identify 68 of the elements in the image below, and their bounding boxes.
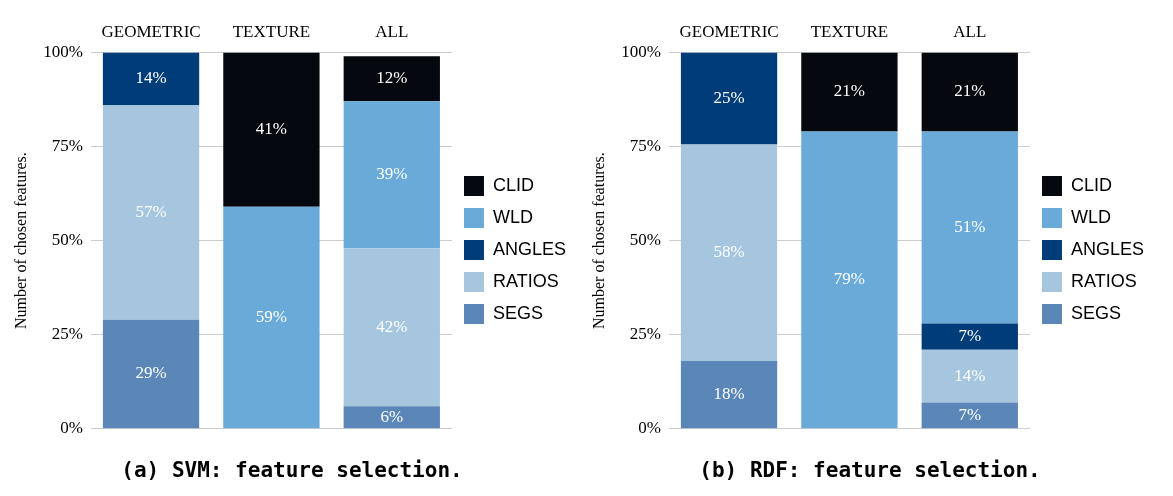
data-label: 58% — [713, 242, 745, 262]
data-label: 25% — [713, 87, 745, 107]
legend-label: CLID — [1070, 174, 1112, 195]
bar — [223, 52, 320, 207]
data-label: 42% — [376, 316, 408, 336]
data-label: 29% — [135, 363, 167, 383]
y-tick-label: 25% — [629, 324, 661, 344]
data-label: 79% — [833, 269, 865, 289]
y-tick-label: 0% — [60, 418, 83, 438]
bar — [102, 105, 200, 320]
bar — [343, 101, 440, 249]
data-label: 18% — [713, 384, 745, 404]
bar — [680, 144, 778, 362]
data-label: 7% — [958, 404, 982, 424]
data-label: 57% — [135, 201, 167, 221]
data-label: 7% — [958, 326, 982, 346]
legend-label: ANGLES — [1070, 238, 1144, 259]
y-tick-label: 25% — [51, 324, 83, 344]
bar — [102, 52, 200, 106]
y-tick-label: 50% — [51, 230, 83, 250]
x-tick-label: GEOMETRIC — [679, 21, 779, 41]
x-tick-label: TEXTURE — [810, 21, 889, 41]
bar — [343, 248, 440, 407]
x-tick-label: GEOMETRIC — [101, 21, 201, 41]
legend-label: WLD — [1070, 206, 1111, 227]
data-label: 39% — [376, 164, 408, 184]
legend-label: CLID — [492, 174, 534, 195]
bar — [223, 206, 320, 429]
y-tick-label: 0% — [638, 418, 661, 438]
bar — [801, 52, 898, 132]
bar — [921, 349, 1018, 403]
x-tick-label: TEXTURE — [232, 21, 311, 41]
legend-label: RATIOS — [492, 270, 559, 291]
bar — [921, 131, 1018, 324]
y-axis-title: Number of chosen features. — [11, 152, 29, 330]
legend-label: WLD — [492, 206, 533, 227]
bar — [921, 323, 1018, 350]
text: (b) RDF: feature selection. — [699, 457, 1041, 482]
data-label: 12% — [376, 68, 408, 88]
bar — [343, 56, 440, 102]
data-label: 14% — [954, 365, 986, 385]
bar — [921, 402, 1018, 429]
bar — [921, 52, 1018, 132]
y-tick-label: 50% — [629, 230, 661, 250]
data-label: 6% — [380, 406, 404, 426]
x-tick-label: ALL — [953, 21, 987, 41]
legend-label: ANGLES — [492, 238, 566, 259]
y-tick-label: 75% — [629, 135, 661, 155]
data-label: 21% — [954, 81, 986, 101]
bar — [680, 361, 778, 429]
bar — [343, 406, 440, 429]
data-label: 41% — [255, 119, 287, 139]
legend-label: RATIOS — [1070, 270, 1137, 291]
text: (a) SVM: feature selection. — [121, 457, 463, 482]
legend-label: SEGS — [1070, 302, 1121, 323]
bar — [801, 131, 898, 429]
y-tick-label: 100% — [621, 41, 661, 61]
y-tick-label: 75% — [51, 135, 83, 155]
legend-label: SEGS — [492, 302, 543, 323]
data-label: 51% — [954, 216, 986, 236]
bar — [102, 319, 200, 429]
bar — [680, 52, 778, 145]
y-tick-label: 100% — [43, 41, 83, 61]
x-tick-label: ALL — [375, 21, 409, 41]
data-label: 21% — [833, 81, 865, 101]
data-label: 14% — [135, 68, 167, 88]
y-axis-title: Number of chosen features. — [589, 152, 607, 330]
data-label: 59% — [255, 306, 287, 326]
